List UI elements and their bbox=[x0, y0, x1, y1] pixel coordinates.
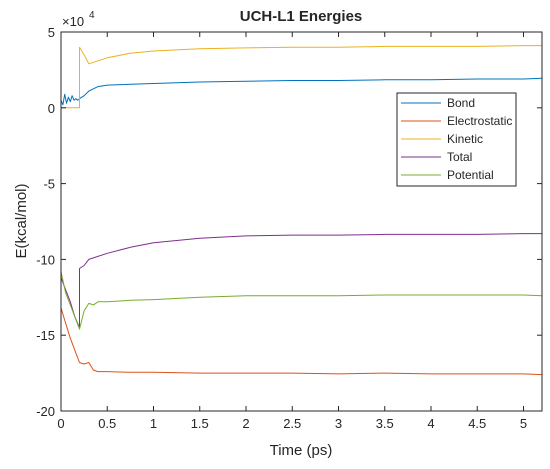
y-tick-label: -5 bbox=[43, 177, 55, 192]
legend: Bond Electrostatic Kinetic Total Potential bbox=[396, 92, 517, 187]
series-layer bbox=[60, 45, 543, 376]
legend-items: Bond Electrostatic Kinetic Total Potential bbox=[401, 96, 512, 182]
legend-label-bond: Bond bbox=[447, 96, 475, 110]
plot-area bbox=[61, 32, 542, 411]
x-tick-label: 2.5 bbox=[283, 416, 301, 431]
legend-label-total: Total bbox=[447, 150, 472, 164]
legend-label-potential: Potential bbox=[447, 168, 494, 182]
series-line-kinetic bbox=[61, 45, 542, 109]
x-tick-label: 3.5 bbox=[376, 416, 394, 431]
chart-title: UCH-L1 Energies bbox=[240, 8, 363, 25]
series-line-potential bbox=[60, 271, 543, 330]
legend-label-kinetic: Kinetic bbox=[447, 132, 483, 146]
y-tick-label: -20 bbox=[36, 404, 55, 419]
y-multiplier-base: ×10 bbox=[62, 14, 84, 29]
y-axis-label: E(kcal/mol) bbox=[13, 183, 30, 258]
x-tick-label: 4.5 bbox=[468, 416, 486, 431]
x-tick-label: 5 bbox=[520, 416, 527, 431]
legend-label-electrostatic: Electrostatic bbox=[447, 114, 512, 128]
x-axis-label: Time (ps) bbox=[270, 442, 333, 459]
x-tick-label: 1 bbox=[150, 416, 157, 431]
y-tick-label: 0 bbox=[48, 101, 55, 116]
x-ticks: 0 0.5 1 1.5 2 2.5 3 3.5 4 4.5 5 bbox=[57, 32, 527, 431]
x-tick-label: 1.5 bbox=[191, 416, 209, 431]
y-tick-label: -10 bbox=[36, 252, 55, 267]
x-tick-label: 3 bbox=[335, 416, 342, 431]
x-tick-label: 2 bbox=[242, 416, 249, 431]
y-tick-label: 5 bbox=[48, 25, 55, 40]
y-tick-label: -15 bbox=[36, 328, 55, 343]
series-line-electrostatic bbox=[60, 307, 543, 376]
x-tick-label: 4 bbox=[427, 416, 434, 431]
x-tick-label: 0 bbox=[57, 416, 64, 431]
y-ticks: -20 -15 -10 -5 0 5 bbox=[36, 25, 542, 419]
series-line-bond bbox=[60, 77, 543, 106]
axes-box bbox=[60, 31, 543, 412]
x-tick-label: 0.5 bbox=[98, 416, 116, 431]
y-multiplier-exponent: 4 bbox=[89, 10, 95, 21]
axes-layer bbox=[60, 31, 543, 412]
